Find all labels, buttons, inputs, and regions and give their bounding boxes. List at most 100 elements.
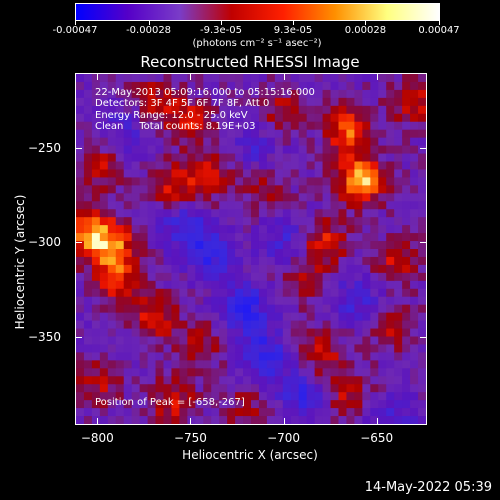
heatmap-cell: [362, 280, 371, 290]
heatmap-cell: [258, 81, 268, 91]
heatmap-cell: [83, 296, 93, 306]
heatmap-cell: [76, 400, 85, 409]
heatmap-cell: [187, 320, 196, 330]
heatmap-cell: [282, 328, 292, 338]
heatmap-cell: [76, 169, 85, 178]
heatmap-cell: [147, 241, 157, 250]
heatmap-cell: [322, 360, 332, 369]
heatmap-cell: [378, 105, 387, 115]
heatmap-cell: [282, 249, 292, 258]
heatmap-cell: [394, 169, 403, 178]
heatmap-cell: [386, 384, 395, 393]
heatmap-cell: [107, 81, 117, 91]
heatmap-cell: [258, 233, 268, 242]
heatmap-cell: [163, 256, 173, 266]
heatmap-cell: [258, 225, 268, 234]
heatmap-cell: [338, 272, 348, 282]
heatmap-cell: [394, 416, 403, 424]
heatmap-cell: [418, 288, 426, 298]
heatmap-cell: [410, 177, 419, 186]
heatmap-cell: [306, 352, 316, 361]
heatmap-cell: [91, 113, 101, 123]
heatmap-cell: [282, 89, 292, 99]
heatmap-cell: [362, 153, 371, 163]
heatmap-cell: [211, 256, 220, 266]
heatmap-cell: [123, 225, 133, 234]
heatmap-cell: [131, 360, 141, 369]
heatmap-cell: [76, 89, 85, 99]
heatmap-cell: [83, 249, 93, 258]
heatmap-cell: [346, 280, 355, 290]
heatmap-cell: [266, 312, 276, 322]
heatmap-cell: [330, 392, 340, 401]
heatmap-cell: [179, 264, 188, 274]
heatmap-cell: [179, 113, 188, 123]
heatmap-cell: [227, 368, 236, 377]
heatmap-cell: [386, 97, 395, 107]
heatmap-cell: [235, 249, 244, 258]
heatmap-cell: [187, 217, 196, 226]
heatmap-cell: [378, 256, 387, 266]
heatmap-cell: [155, 400, 165, 409]
heatmap-cell: [91, 376, 101, 385]
heatmap-cell: [163, 296, 173, 306]
heatmap-cell: [99, 400, 109, 409]
heatmap-cell: [187, 105, 196, 115]
heatmap-cell: [362, 408, 371, 417]
heatmap-cell: [402, 312, 411, 322]
heatmap-cell: [155, 264, 165, 274]
heatmap-cell: [115, 121, 125, 131]
heatmap-cell: [163, 288, 173, 298]
heatmap-cell: [107, 97, 117, 107]
heatmap-cell: [155, 256, 165, 266]
heatmap-cell: [370, 121, 379, 131]
heatmap-cell: [251, 225, 260, 234]
heatmap-cell: [251, 201, 260, 210]
heatmap-cell: [258, 145, 268, 155]
heatmap-cell: [243, 74, 252, 83]
heatmap-cell: [107, 344, 117, 353]
heatmap-cell: [338, 352, 348, 361]
heatmap-cell: [251, 193, 260, 202]
heatmap-cell: [290, 376, 300, 385]
heatmap-cell: [195, 113, 204, 123]
heatmap-cell: [338, 408, 348, 417]
heatmap-cell: [418, 113, 426, 123]
heatmap-cell: [330, 312, 340, 322]
heatmap-cell: [163, 336, 173, 346]
heatmap-cell: [107, 169, 117, 178]
heatmap-cell: [163, 89, 173, 99]
heatmap-cell: [306, 81, 316, 91]
heatmap-cell: [354, 296, 363, 306]
heatmap-cell: [91, 137, 101, 147]
heatmap-cell: [418, 177, 426, 186]
heatmap-cell: [195, 328, 204, 338]
heatmap-cell: [338, 153, 348, 163]
heatmap-cell: [266, 209, 276, 218]
heatmap-cell: [171, 288, 180, 298]
heatmap-cell: [410, 400, 419, 409]
heatmap-cell: [314, 272, 324, 282]
heatmap-cell: [410, 384, 419, 393]
heatmap-cell: [171, 177, 180, 186]
heatmap-cell: [107, 241, 117, 250]
heatmap-cell: [211, 201, 220, 210]
heatmap-cell: [418, 161, 426, 171]
heatmap-cell: [402, 384, 411, 393]
heatmap-cell: [187, 384, 196, 393]
heatmap-cell: [370, 89, 379, 99]
heatmap-cell: [99, 121, 109, 131]
heatmap-cell: [290, 177, 300, 186]
heatmap-cell: [346, 217, 355, 226]
heatmap-cell: [251, 320, 260, 330]
x-tick-mark: [376, 73, 378, 80]
heatmap-cell: [354, 177, 363, 186]
heatmap-cell: [354, 113, 363, 123]
heatmap-cell: [123, 256, 133, 266]
heatmap-cell: [266, 121, 276, 131]
heatmap-cell: [330, 113, 340, 123]
heatmap-cell: [131, 376, 141, 385]
heatmap-cell: [155, 344, 165, 353]
heatmap-cell: [258, 169, 268, 178]
heatmap-cell: [187, 81, 196, 91]
